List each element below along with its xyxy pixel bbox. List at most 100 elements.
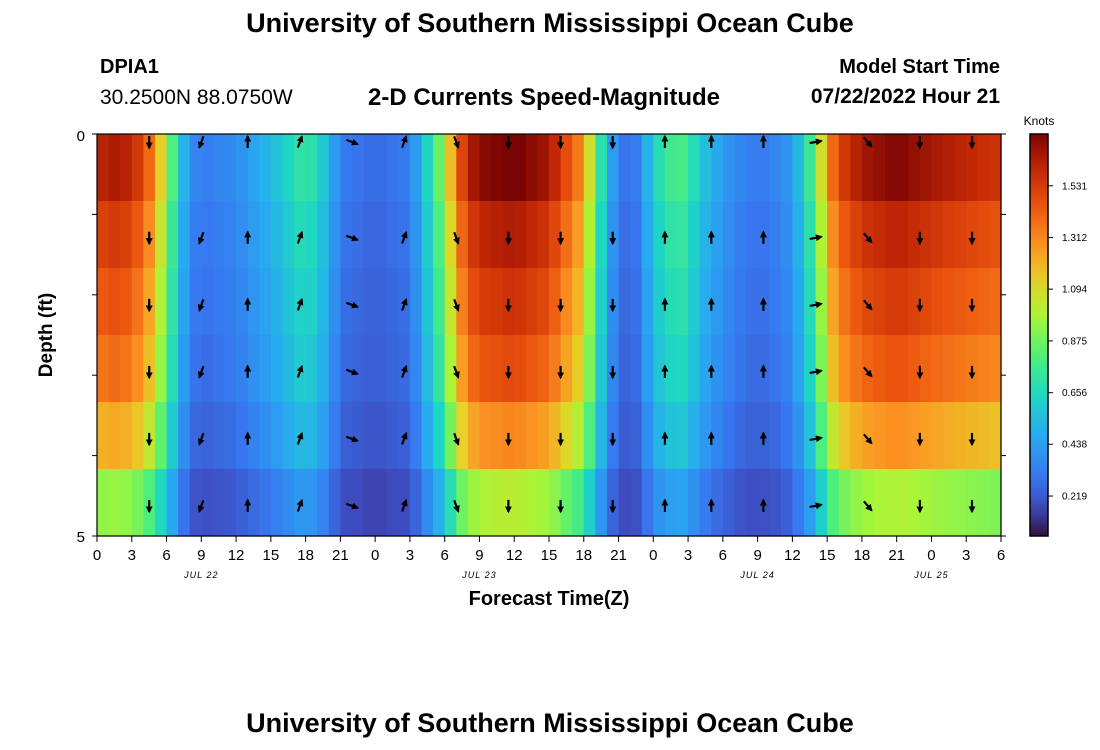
heatmap-cell xyxy=(572,134,585,202)
heatmap-cell xyxy=(328,268,341,336)
heatmap-cell xyxy=(954,335,967,403)
heatmap-cell xyxy=(479,335,492,403)
heatmap-cell xyxy=(351,268,365,336)
heatmap-cell xyxy=(305,402,318,470)
heatmap-cell xyxy=(815,335,828,403)
heatmap-cell xyxy=(838,469,851,537)
heatmap-cell xyxy=(641,335,654,403)
heatmap-cell xyxy=(537,335,550,403)
heatmap-cell xyxy=(525,134,539,202)
heatmap-cell xyxy=(305,469,318,537)
current-arrow xyxy=(863,136,873,148)
heatmap-cell xyxy=(873,134,886,202)
heatmap-cell xyxy=(954,268,967,336)
heatmap-cell xyxy=(97,201,110,269)
current-arrow xyxy=(296,135,304,148)
heatmap-cell xyxy=(861,402,875,470)
heatmap-cell xyxy=(270,201,284,269)
heatmap-cell xyxy=(711,268,724,336)
heatmap-cell xyxy=(746,402,759,470)
heatmap-cell xyxy=(746,335,759,403)
heatmap-cell xyxy=(270,402,284,470)
colorbar-tick-label: 0.875 xyxy=(1062,336,1087,347)
heatmap-cell xyxy=(653,402,666,470)
heatmap-cell xyxy=(861,134,875,202)
heatmap-cell xyxy=(641,402,654,470)
heatmap-cell xyxy=(433,201,446,269)
heatmap-cell xyxy=(363,268,376,336)
heatmap-cell xyxy=(989,134,1002,202)
heatmap-cell xyxy=(977,201,991,269)
heatmap-cell xyxy=(699,335,712,403)
heatmap-cell xyxy=(618,402,631,470)
colorbar-tick-label: 0.438 xyxy=(1062,440,1087,451)
heatmap-cell xyxy=(166,201,179,269)
heatmap-cell xyxy=(664,134,678,202)
heatmap-cell xyxy=(421,402,434,470)
heatmap-cell xyxy=(178,402,191,470)
heatmap-cell xyxy=(433,402,446,470)
colorbar-tick-label: 0.219 xyxy=(1062,492,1087,503)
heatmap-cell xyxy=(676,335,689,403)
heatmap-cell xyxy=(896,201,909,269)
heatmap-cell xyxy=(444,134,457,202)
heatmap-cell xyxy=(154,402,168,470)
heatmap-cell xyxy=(827,402,840,470)
heatmap-cell xyxy=(908,335,921,403)
heatmap-cell xyxy=(908,268,921,336)
heatmap-cell xyxy=(282,201,295,269)
page-title: University of Southern Mississippi Ocean… xyxy=(246,8,854,38)
heatmap-cell xyxy=(491,268,504,336)
heatmap-cell xyxy=(444,335,457,403)
heatmap-cell xyxy=(803,335,817,403)
heatmap-cell xyxy=(328,201,341,269)
heatmap-cell xyxy=(560,134,573,202)
page-title-footer: University of Southern Mississippi Ocean… xyxy=(246,708,854,738)
heatmap-cell xyxy=(595,402,608,470)
heatmap-cell xyxy=(885,402,898,470)
heatmap-cell xyxy=(908,134,921,202)
heatmap-cell xyxy=(792,201,805,269)
heatmap-cell xyxy=(328,134,341,202)
heatmap-cell xyxy=(827,201,840,269)
x-tick-label: 0 xyxy=(927,547,935,564)
heatmap-cell xyxy=(734,335,747,403)
date-label: JUL 23 xyxy=(461,570,496,580)
heatmap-cell xyxy=(224,402,237,470)
heatmap-cell xyxy=(456,402,469,470)
heatmap-cell xyxy=(108,335,121,403)
heatmap-cell xyxy=(792,268,805,336)
heatmap-cell xyxy=(467,268,481,336)
heatmap-cell xyxy=(398,134,411,202)
chart-subtitle: 2-D Currents Speed-Magnitude xyxy=(368,84,721,111)
heatmap-cell xyxy=(641,134,654,202)
heatmap-cell xyxy=(989,402,1002,470)
heatmap-cell xyxy=(201,469,214,537)
x-tick-label: 21 xyxy=(332,547,349,564)
heatmap-cell xyxy=(375,134,388,202)
current-arrow xyxy=(453,365,460,379)
heatmap-cell xyxy=(97,335,110,403)
date-label: JUL 22 xyxy=(183,570,218,580)
heatmap-cell xyxy=(514,469,527,537)
heatmap-cell xyxy=(525,201,539,269)
heatmap-cell xyxy=(305,268,318,336)
heatmap-cell xyxy=(630,201,643,269)
current-arrow xyxy=(296,431,304,445)
x-tick-label: 18 xyxy=(575,547,592,564)
current-arrow xyxy=(863,299,873,311)
heatmap-cell xyxy=(479,268,492,336)
heatmap-cell xyxy=(375,402,388,470)
heatmap-cell xyxy=(317,469,330,537)
heatmap-cell xyxy=(282,335,295,403)
heatmap-cell xyxy=(780,335,793,403)
heatmap-cell xyxy=(375,268,388,336)
heatmap-cell xyxy=(572,469,585,537)
heatmap-cell xyxy=(467,201,481,269)
heatmap-cell xyxy=(977,335,991,403)
current-arrow xyxy=(345,138,359,146)
heatmap-cell xyxy=(861,469,875,537)
heatmap-cell xyxy=(120,134,133,202)
heatmap-cell xyxy=(630,469,643,537)
